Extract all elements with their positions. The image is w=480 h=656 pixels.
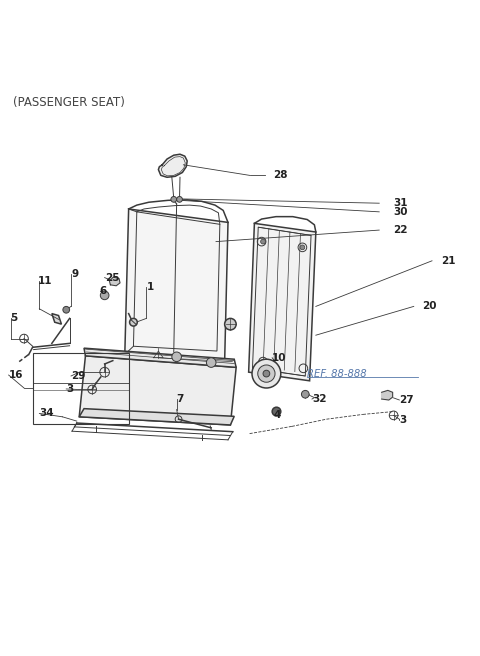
Text: 32: 32	[312, 394, 326, 404]
Polygon shape	[158, 154, 187, 177]
Polygon shape	[249, 223, 316, 380]
Text: 30: 30	[394, 207, 408, 217]
Text: 22: 22	[394, 225, 408, 235]
Text: 5: 5	[11, 314, 18, 323]
Polygon shape	[125, 209, 228, 361]
Circle shape	[301, 390, 309, 398]
Polygon shape	[52, 314, 61, 324]
Circle shape	[63, 306, 70, 313]
Text: 28: 28	[274, 171, 288, 180]
Text: 34: 34	[39, 409, 54, 419]
Text: 27: 27	[399, 395, 414, 405]
Text: 7: 7	[177, 394, 184, 404]
Text: 4: 4	[274, 411, 281, 420]
Circle shape	[261, 239, 265, 244]
Text: REF. 88-888: REF. 88-888	[307, 369, 367, 379]
Circle shape	[272, 407, 281, 416]
Text: 11: 11	[37, 276, 52, 286]
Polygon shape	[133, 212, 220, 351]
Circle shape	[258, 365, 275, 382]
Circle shape	[177, 197, 182, 202]
Text: 10: 10	[272, 353, 287, 363]
Polygon shape	[84, 348, 236, 367]
Bar	[33, 353, 129, 424]
Circle shape	[263, 370, 270, 377]
Text: 1: 1	[146, 282, 154, 292]
Circle shape	[225, 318, 236, 330]
Text: 20: 20	[422, 301, 437, 312]
Text: 3: 3	[66, 384, 73, 394]
Polygon shape	[79, 409, 234, 425]
Polygon shape	[382, 390, 393, 400]
Circle shape	[171, 197, 177, 202]
Circle shape	[130, 318, 137, 326]
Text: 29: 29	[71, 371, 85, 381]
Text: 25: 25	[105, 273, 119, 283]
Text: 16: 16	[9, 370, 23, 380]
Text: 31: 31	[394, 198, 408, 208]
Polygon shape	[109, 277, 120, 286]
Circle shape	[300, 245, 305, 250]
Text: 3: 3	[399, 415, 407, 425]
Circle shape	[252, 359, 281, 388]
Circle shape	[172, 352, 181, 361]
Text: (PASSENGER SEAT): (PASSENGER SEAT)	[13, 96, 125, 110]
Text: 6: 6	[100, 285, 107, 296]
Circle shape	[206, 358, 216, 367]
Circle shape	[100, 291, 109, 300]
Text: 9: 9	[71, 269, 78, 279]
Text: 21: 21	[442, 256, 456, 266]
Polygon shape	[79, 356, 236, 425]
